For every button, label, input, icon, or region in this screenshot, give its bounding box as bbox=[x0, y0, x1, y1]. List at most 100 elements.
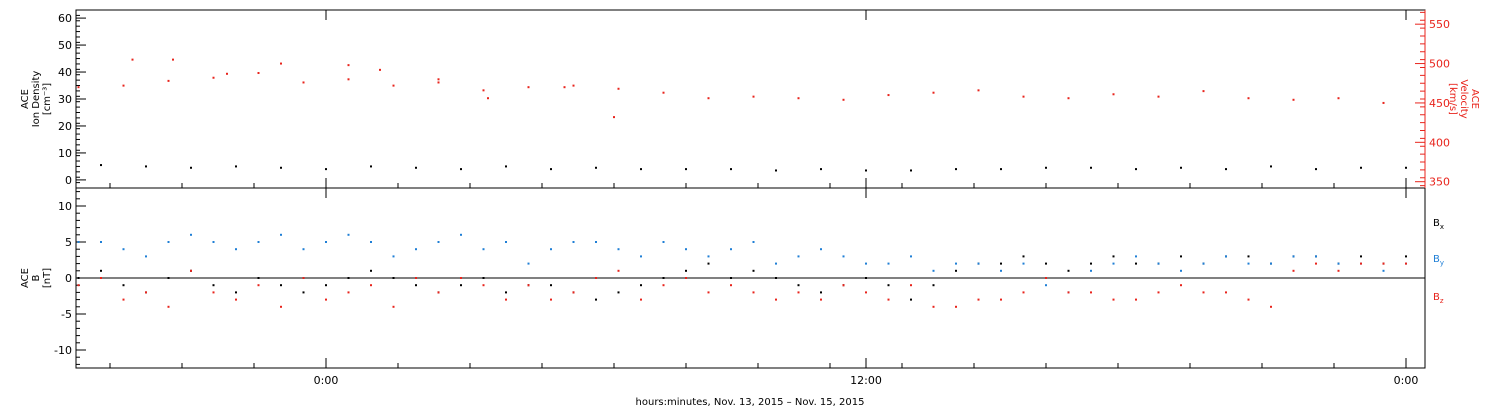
bx-point bbox=[1022, 255, 1025, 258]
by-point bbox=[280, 233, 282, 236]
bx-point bbox=[280, 284, 282, 287]
bz-point bbox=[1360, 262, 1362, 265]
bz-point bbox=[1180, 284, 1182, 287]
plasma-ylabel-line3: [cm⁻³] bbox=[42, 83, 53, 115]
bz-point bbox=[77, 284, 80, 287]
velocity-ylabel-line2: Velocity bbox=[1458, 79, 1469, 118]
density-point bbox=[1270, 165, 1272, 168]
bz-point bbox=[910, 284, 912, 287]
density-point bbox=[190, 166, 192, 169]
velocity-point bbox=[437, 81, 440, 84]
density-ytick-label: 30 bbox=[58, 93, 72, 106]
density-point bbox=[955, 168, 957, 171]
by-point bbox=[1382, 269, 1385, 272]
by-point bbox=[797, 255, 800, 258]
density-point bbox=[145, 165, 147, 168]
bx-point bbox=[325, 284, 327, 287]
by-point bbox=[595, 241, 597, 243]
velocity-point bbox=[797, 97, 800, 100]
by-point bbox=[1112, 262, 1115, 265]
bz-point bbox=[392, 305, 395, 308]
mag-legend: Bx By Bz bbox=[1433, 218, 1444, 305]
by-point bbox=[932, 269, 935, 272]
density-ytick-label: 60 bbox=[58, 12, 72, 25]
velocity-point bbox=[347, 64, 350, 67]
by-point bbox=[1337, 262, 1340, 265]
velocity-point bbox=[122, 84, 125, 87]
bz-point bbox=[707, 291, 710, 294]
bz-point bbox=[1315, 262, 1317, 265]
bx-point bbox=[460, 284, 462, 287]
velocity-ylabel: ACE Velocity [km/s] bbox=[1447, 79, 1480, 118]
by-point bbox=[752, 241, 755, 243]
velocity-point bbox=[1382, 101, 1385, 104]
bx-point bbox=[77, 277, 80, 279]
by-point bbox=[730, 248, 732, 251]
bz-point bbox=[280, 305, 282, 308]
velocity-point bbox=[392, 84, 395, 87]
density-ytick-label: 40 bbox=[58, 66, 72, 79]
by-point bbox=[1045, 284, 1047, 287]
bx-point bbox=[1000, 262, 1002, 265]
density-point bbox=[685, 168, 687, 171]
velocity-point bbox=[662, 91, 665, 94]
x-tick-label-1: 12:00 bbox=[850, 374, 882, 387]
by-point bbox=[302, 248, 305, 251]
velocity-point bbox=[1157, 95, 1160, 98]
by-point bbox=[572, 241, 575, 243]
velocity-point bbox=[1202, 90, 1205, 93]
velocity-point bbox=[302, 81, 305, 84]
by-point bbox=[437, 241, 440, 243]
velocity-ytick-label: 500 bbox=[1429, 58, 1450, 71]
velocity-point bbox=[563, 86, 566, 89]
density-point bbox=[640, 168, 642, 171]
bx-point bbox=[820, 291, 822, 294]
bz-point bbox=[1045, 277, 1047, 279]
bz-point bbox=[1157, 291, 1160, 294]
bx-point bbox=[1135, 262, 1137, 265]
by-point bbox=[1135, 255, 1137, 258]
mag-ylabel-line2: B bbox=[31, 274, 42, 281]
density-point bbox=[910, 169, 912, 172]
bz-point bbox=[122, 298, 125, 301]
velocity-point bbox=[77, 86, 80, 89]
velocity-ytick-label: 350 bbox=[1429, 176, 1450, 189]
bx-point bbox=[550, 284, 552, 287]
by-point bbox=[460, 233, 462, 236]
bz-point bbox=[527, 284, 530, 287]
by-point bbox=[955, 262, 957, 265]
density-point bbox=[415, 166, 417, 169]
by-point bbox=[1247, 262, 1250, 265]
plasma-ylabel: ACE Ion Density [cm⁻³] bbox=[20, 71, 53, 128]
bz-point bbox=[775, 298, 777, 301]
velocity-point bbox=[932, 91, 935, 94]
bz-point bbox=[752, 291, 755, 294]
by-point bbox=[347, 233, 350, 236]
velocity-point bbox=[527, 86, 530, 89]
bx-point bbox=[887, 284, 890, 287]
bz-point bbox=[640, 298, 642, 301]
by-point bbox=[910, 255, 912, 258]
by-point bbox=[1202, 262, 1205, 265]
by-point bbox=[865, 262, 867, 265]
by-point bbox=[550, 248, 552, 251]
bz-point bbox=[932, 305, 935, 308]
bx-point bbox=[955, 269, 957, 272]
bz-point bbox=[257, 284, 260, 287]
velocity-point bbox=[280, 62, 282, 65]
bx-point bbox=[505, 291, 507, 294]
bx-point bbox=[932, 284, 935, 287]
density-point bbox=[235, 165, 237, 168]
mag-ytick-label: -10 bbox=[54, 344, 72, 357]
velocity-point bbox=[1292, 98, 1295, 101]
by-point bbox=[1180, 269, 1182, 272]
density-point bbox=[550, 168, 552, 171]
bz-point bbox=[1292, 269, 1295, 272]
mag-ytick-label: -5 bbox=[61, 308, 72, 321]
by-point bbox=[1292, 255, 1295, 258]
bx-point bbox=[685, 269, 687, 272]
density-point bbox=[280, 166, 282, 169]
by-point bbox=[190, 233, 192, 236]
density-point bbox=[730, 168, 732, 171]
velocity-point bbox=[887, 94, 890, 97]
